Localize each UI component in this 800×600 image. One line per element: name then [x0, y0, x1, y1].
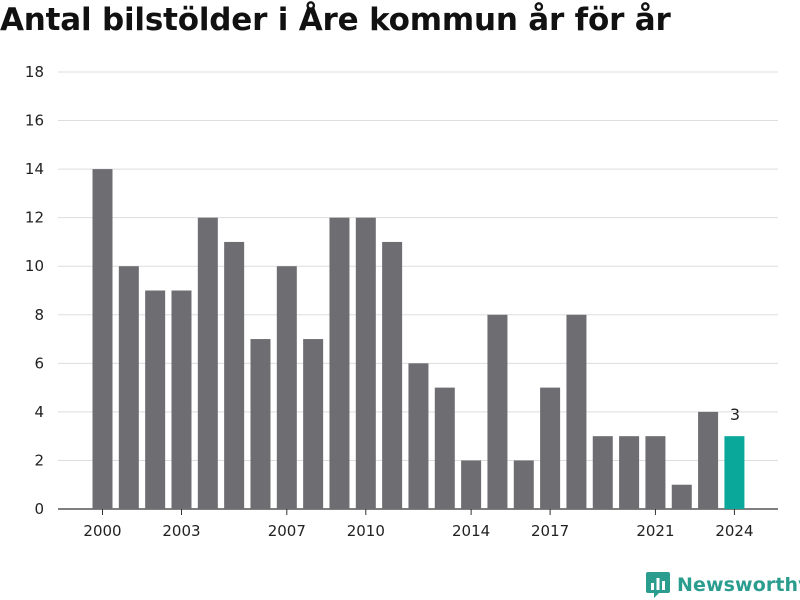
bar-2023: [698, 411, 719, 509]
bars: [92, 169, 745, 509]
y-tick-label: 4: [34, 403, 44, 421]
y-tick-label: 0: [34, 500, 44, 518]
y-tick-label: 8: [34, 306, 44, 324]
x-tick-label: 2000: [83, 522, 121, 540]
x-tick-label: 2003: [162, 522, 200, 540]
y-tick-label: 16: [25, 112, 44, 130]
x-tick-label: 2007: [268, 522, 306, 540]
bar-2004: [197, 217, 218, 509]
bar-2020: [619, 436, 640, 509]
bar-2022: [671, 484, 692, 509]
x-tick-label: 2010: [347, 522, 385, 540]
bar-2014: [461, 460, 482, 509]
y-tick-label: 18: [25, 63, 44, 81]
chart-title: Antal bilstölder i Åre kommun år för år: [0, 2, 671, 38]
bar-2003: [171, 290, 192, 509]
bar-2010: [355, 217, 376, 509]
y-tick-label: 14: [25, 160, 44, 178]
newsworthy-logo-icon: [646, 572, 670, 598]
y-tick-label: 6: [34, 354, 44, 372]
x-tick-label: 2017: [531, 522, 569, 540]
newsworthy-logo: Newsworthy: [645, 571, 800, 599]
bar-2015: [487, 314, 508, 509]
bar-2017: [540, 387, 561, 509]
y-tick-label: 2: [34, 451, 44, 469]
bar-2006: [250, 339, 271, 509]
bar-2019: [592, 436, 613, 509]
x-tick-label: 2014: [452, 522, 490, 540]
bar-2007: [276, 266, 297, 509]
y-axis-ticks: 0 2 4 6 8 10 12 14 16 18: [25, 63, 44, 518]
x-tick-label: 2024: [715, 522, 753, 540]
bar-2013: [434, 387, 455, 509]
y-tick-label: 10: [25, 257, 44, 275]
x-axis-ticks: 2000 2003 2007 2010 2014 2017 2021 2024: [83, 509, 754, 540]
bar-2012: [408, 363, 429, 509]
bar-2021: [645, 436, 666, 509]
bar-2024: [724, 436, 745, 509]
x-tick-label: 2021: [636, 522, 674, 540]
bar-2008: [303, 339, 324, 509]
bar-2011: [382, 241, 403, 509]
bar-2018: [566, 314, 587, 509]
bar-2009: [329, 217, 350, 509]
y-tick-label: 12: [25, 209, 44, 227]
brand-name: Newsworthy: [677, 574, 800, 596]
data-label-2024: 3: [730, 405, 740, 424]
bar-2002: [145, 290, 166, 509]
bar-2000: [92, 169, 113, 509]
bar-2016: [513, 460, 534, 509]
bar-2001: [118, 266, 139, 509]
data-labels: 3: [730, 405, 740, 424]
bar-2005: [224, 241, 245, 509]
